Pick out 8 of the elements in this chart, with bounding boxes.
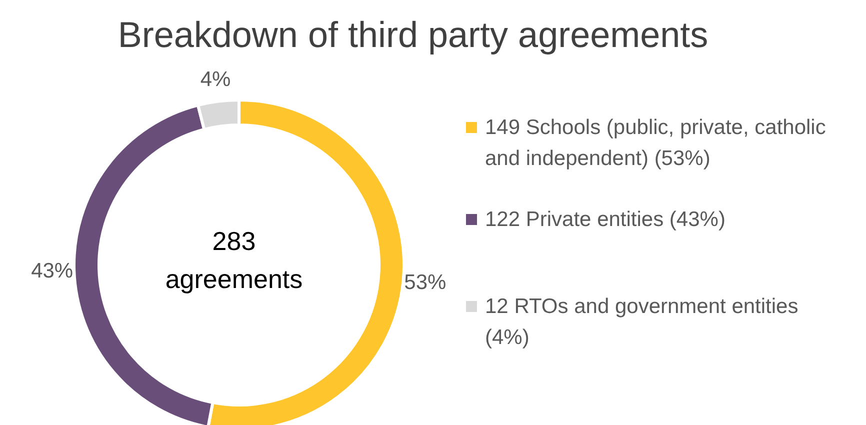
chart-title: Breakdown of third party agreements <box>116 14 710 56</box>
data-label: 4% <box>200 68 231 91</box>
text: 283 agreements <box>164 225 304 296</box>
data-label: 53% <box>404 271 446 294</box>
legend-label: 122 Private entities (43%) <box>485 207 726 233</box>
legend-label: 12 RTOs and government entities (4%) <box>485 294 800 351</box>
data-label: 43% <box>31 259 74 282</box>
legend-label: 149 Schools (public, private, catholic and independent) (53%) <box>485 115 826 172</box>
